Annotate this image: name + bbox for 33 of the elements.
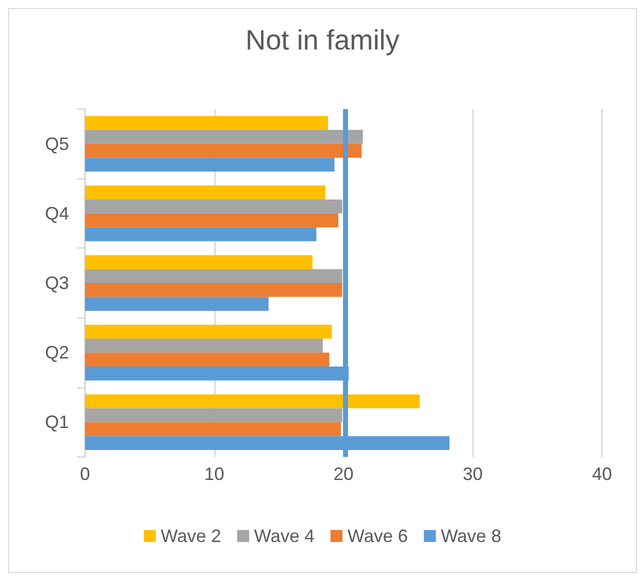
- legend-label: Wave 4: [254, 526, 315, 546]
- bar: [85, 283, 342, 297]
- x-tick-label: 30: [462, 464, 483, 484]
- bar: [85, 144, 362, 158]
- bar: [85, 186, 326, 200]
- x-tick-label: 0: [80, 464, 90, 484]
- bar: [85, 116, 328, 130]
- bar: [85, 255, 312, 270]
- bar: [85, 199, 342, 214]
- y-tick-label: Q2: [44, 342, 69, 363]
- bar: [85, 269, 342, 283]
- bar: [85, 130, 363, 144]
- bar: [85, 324, 332, 339]
- bar: [85, 394, 420, 408]
- bar: [85, 158, 334, 172]
- y-tick-label: Q4: [44, 203, 69, 224]
- bar: [85, 296, 269, 311]
- legend-label: Wave 6: [348, 526, 408, 546]
- y-tick-label: Q3: [44, 273, 69, 293]
- x-tick-label: 10: [204, 464, 224, 484]
- bar: [85, 422, 341, 436]
- bar: [85, 352, 330, 367]
- y-tick-label: Q1: [44, 412, 69, 432]
- y-tick-label: Q5: [44, 134, 69, 154]
- bar: [85, 213, 338, 228]
- legend-label: Wave 8: [440, 526, 502, 546]
- x-tick-label: 40: [592, 464, 612, 484]
- bar: [85, 338, 323, 353]
- legend-label: Wave 2: [160, 526, 222, 546]
- x-tick-label: 20: [333, 464, 354, 484]
- bar: [85, 408, 342, 422]
- bar: [85, 227, 316, 242]
- chart-title: Not in family: [245, 24, 400, 56]
